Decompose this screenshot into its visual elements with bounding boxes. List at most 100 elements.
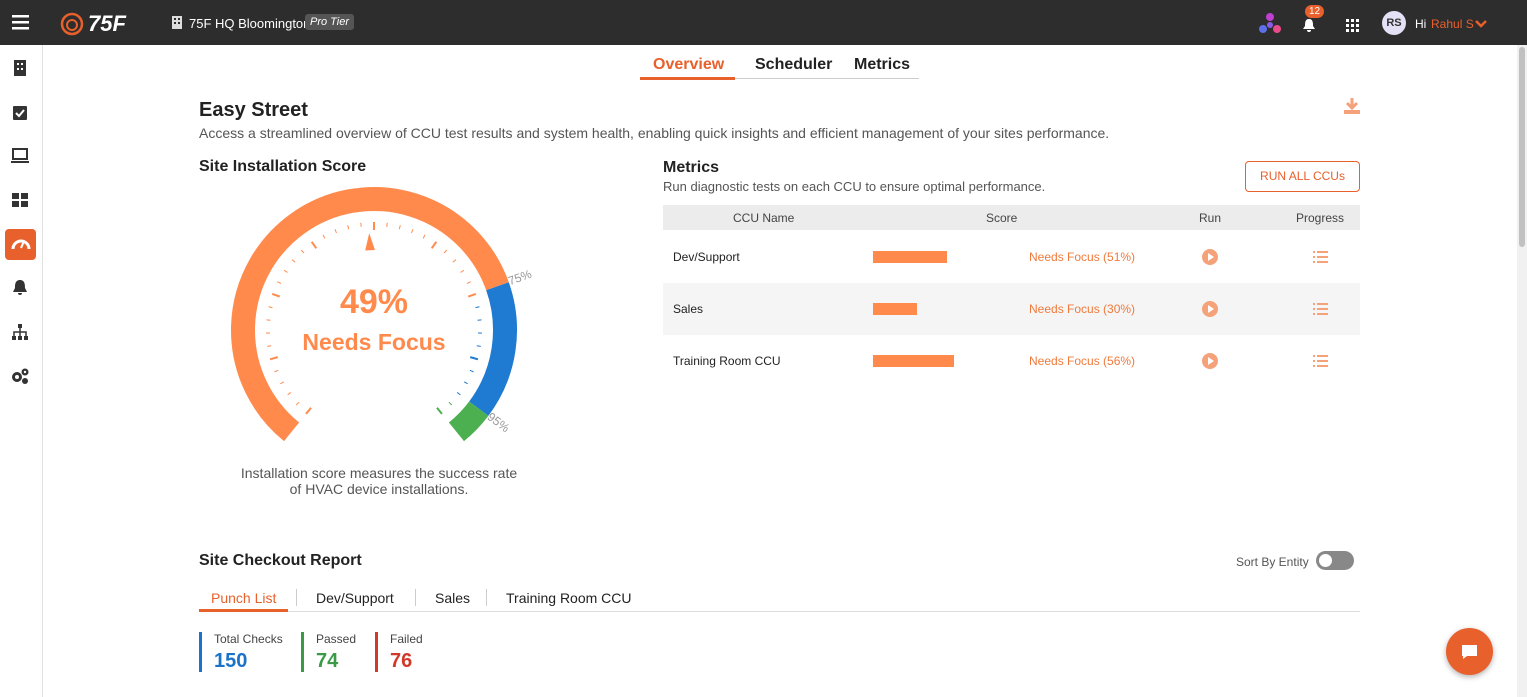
ccu-name: Dev/Support: [673, 250, 740, 264]
caption-line: Installation score measures the success …: [240, 465, 518, 481]
tab-underline: [199, 611, 1360, 612]
gauge-tick: [277, 281, 282, 284]
progress-button[interactable]: [1313, 250, 1329, 264]
logo[interactable]: 75F: [88, 11, 126, 36]
gauge-pointer: [365, 233, 375, 251]
gauge-tick: [287, 392, 292, 396]
gauge-tick: [267, 345, 272, 347]
run-button[interactable]: [1201, 300, 1219, 318]
scrollbar[interactable]: [1517, 45, 1527, 697]
chat-button[interactable]: [1446, 628, 1493, 675]
gauge-tick: [452, 259, 457, 263]
download-button[interactable]: [1343, 97, 1361, 115]
stat-card: Total Checks 150: [199, 632, 283, 672]
score-label: Needs Focus (51%): [1029, 250, 1136, 264]
score-label: Needs Focus (56%): [1029, 354, 1136, 368]
stat-value: 150: [214, 650, 248, 672]
gauge-tick: [430, 241, 438, 249]
nav-alerts[interactable]: [10, 278, 30, 298]
run-button[interactable]: [1201, 248, 1219, 266]
sidebar: [0, 45, 43, 697]
gauge-value: 49%: [340, 283, 408, 321]
gauge-segment: [448, 401, 489, 442]
apps-logo[interactable]: [1258, 12, 1282, 36]
gauge-tick: [274, 369, 279, 373]
report-tab[interactable]: Sales: [435, 590, 471, 606]
nav-devices[interactable]: [10, 146, 30, 166]
site-name[interactable]: 75F HQ Bloomington: [189, 16, 311, 31]
nav-buildings[interactable]: [10, 58, 30, 78]
gauge-tick: [291, 259, 296, 263]
progress-button[interactable]: [1313, 354, 1329, 368]
gauge-tick: [347, 225, 350, 230]
menu-button[interactable]: [12, 14, 30, 30]
gauge-tick: [460, 269, 465, 273]
gauge-tick: [463, 381, 468, 385]
nav-dashboard[interactable]: [10, 190, 30, 210]
report-tab[interactable]: Training Room CCU: [506, 590, 632, 606]
report-tab[interactable]: Dev/Support: [316, 590, 394, 606]
greeting: Hi: [1415, 17, 1427, 31]
report-tab[interactable]: Punch List: [211, 590, 277, 606]
gauge-tick: [469, 356, 479, 361]
progress-button[interactable]: [1313, 302, 1329, 316]
bell-icon[interactable]: [1302, 18, 1316, 33]
column-header: Progress: [1296, 211, 1345, 225]
gauge-tick: [469, 369, 474, 373]
tier-badge: Pro Tier: [305, 14, 355, 30]
active-tab-indicator: [199, 609, 288, 612]
table-row: Training Room CCU Needs Focus (56%): [663, 335, 1360, 387]
gauge-tick: [443, 249, 448, 254]
sort-label: Sort By Entity: [1236, 555, 1309, 569]
avatar[interactable]: RS: [1382, 11, 1406, 35]
tab[interactable]: Overview: [653, 56, 725, 73]
user-dropdown[interactable]: [1475, 20, 1487, 28]
caption-line: of HVAC device installations.: [289, 481, 469, 497]
nav-hierarchy[interactable]: [10, 322, 30, 342]
tab-separator: [486, 589, 487, 606]
nav-settings[interactable]: [10, 366, 30, 386]
section-title: Site Checkout Report: [199, 552, 362, 569]
sort-toggle[interactable]: [1316, 551, 1354, 570]
gauge-tick: [283, 269, 288, 273]
gauge-tick: [476, 345, 481, 347]
gauge-segment: [231, 187, 509, 442]
user-name[interactable]: Rahul S: [1431, 17, 1474, 31]
column-header: Score: [986, 211, 1018, 225]
gauge-tick: [300, 249, 305, 254]
gauge-tick: [411, 229, 414, 234]
gauge-tick: [398, 225, 401, 230]
gauge-tick: [268, 306, 273, 309]
nav-active-bg[interactable]: [5, 229, 36, 260]
gauge-status: Needs Focus: [302, 329, 445, 355]
gauge-tick: [271, 293, 281, 298]
tab-separator: [296, 589, 297, 606]
run-all-button[interactable]: RUN ALL CCUs: [1245, 161, 1360, 192]
gauge-tick: [310, 241, 318, 249]
gauge-tick: [475, 306, 480, 309]
tab[interactable]: Scheduler: [755, 56, 833, 73]
ccu-name: Training Room CCU: [673, 354, 781, 368]
stat-value: 74: [316, 650, 339, 672]
top-bar: 75F 75F HQ Bloomington Pro Tier 12 RS Hi…: [0, 0, 1527, 45]
tab[interactable]: Metrics: [854, 56, 911, 73]
tab-separator: [415, 589, 416, 606]
section-subtitle: Run diagnostic tests on each CCU to ensu…: [663, 179, 1046, 194]
gauge-tick: [269, 356, 279, 361]
notification-count: 12: [1305, 5, 1325, 18]
stat-card: Passed 74: [301, 632, 356, 672]
gauge-tick: [448, 401, 453, 406]
gauge-tick: [467, 293, 477, 298]
gauge-tick: [334, 229, 337, 234]
gauge: 75%95%49%Needs Focus: [231, 187, 534, 442]
gauge-tick: [422, 234, 426, 239]
run-button[interactable]: [1201, 352, 1219, 370]
grid-icon[interactable]: [1346, 19, 1359, 32]
nav-schedule[interactable]: [10, 102, 30, 122]
building-icon: [172, 16, 182, 29]
nav-gauge[interactable]: [11, 234, 31, 254]
gauge-marker-label: 75%: [506, 267, 534, 288]
score-bar: [873, 355, 955, 367]
logo-icon: [60, 12, 84, 36]
